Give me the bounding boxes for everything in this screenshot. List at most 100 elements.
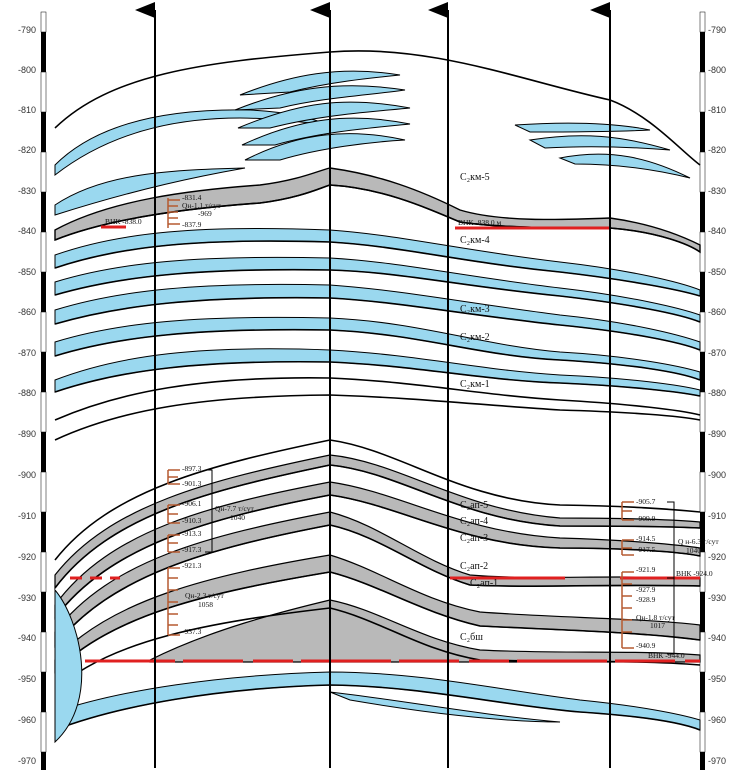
- w1-depth: -937.3: [182, 627, 202, 636]
- stratum-boundary: [54, 464, 701, 589]
- stratum-boundary: [54, 296, 701, 351]
- depth-tick: -930: [18, 593, 36, 603]
- water-lens: [54, 588, 83, 744]
- w1-depth: -921.3: [182, 561, 202, 570]
- depth-tick: -950: [18, 674, 36, 684]
- stratum-boundary: [54, 328, 701, 381]
- oil-layer: [54, 481, 701, 620]
- water-lens: [558, 153, 691, 179]
- depth-tick: -820: [18, 145, 36, 155]
- water-lens: [244, 133, 406, 161]
- label-c2km3: C₂км-3: [460, 304, 490, 315]
- depth-tick: -950: [708, 674, 726, 684]
- depth-tick: -870: [18, 348, 36, 358]
- stratum-boundary: [54, 571, 701, 673]
- depth-tick: -810: [18, 105, 36, 115]
- water-lens: [514, 122, 651, 133]
- label-c2ap4: C₂ап-4: [460, 516, 488, 527]
- perforation-w4-mid: [621, 501, 634, 521]
- water-lens: [329, 691, 561, 723]
- w1-rate: Qн-2.3 т/сут: [185, 591, 225, 600]
- depth-tick: -960: [708, 715, 726, 725]
- well-annotations: -831.4 Qн-1.1 т/сут -969 -837.9 -897.3 -…: [182, 193, 719, 650]
- w4-val: 1017: [650, 621, 665, 630]
- depth-tick: -790: [708, 25, 726, 35]
- w1-rate: Qн-7.7 т/сут: [215, 504, 255, 513]
- depth-tick: -890: [708, 429, 726, 439]
- label-c2km2: C₂км-2: [460, 332, 490, 343]
- left-depth-scale: [40, 11, 47, 770]
- stratum-boundary: [54, 50, 701, 166]
- depth-tick: -850: [708, 267, 726, 277]
- w1-depth: -837.9: [182, 220, 202, 229]
- w4-depth: -909.9: [636, 514, 656, 523]
- depth-tick: -820: [708, 145, 726, 155]
- w4-depth: -940.9: [636, 641, 656, 650]
- stratum-boundary: [54, 494, 701, 619]
- oil-layer: [149, 599, 701, 663]
- stratum-boundary: [54, 240, 701, 297]
- label-c2ap3: C₂ап-3: [460, 533, 488, 544]
- w1-depth: -913.3: [182, 529, 202, 538]
- depth-tick: -920: [18, 552, 36, 562]
- w4-rate: Qн-1.8 т/сут: [636, 613, 676, 622]
- right-depth-scale: [699, 11, 706, 770]
- depth-tick: -900: [708, 470, 726, 480]
- w4-depth: -921.9: [636, 565, 656, 574]
- w1-val: 1040: [230, 513, 245, 522]
- depth-tick: -960: [18, 715, 36, 725]
- perforation-w1-mid2: [167, 504, 180, 524]
- depth-tick: -800: [708, 65, 726, 75]
- vnk-label-right: ВНК -924.0: [676, 569, 713, 578]
- right-depth-ticks: -790 -800 -810 -820 -830 -840 -850 -860 …: [708, 25, 726, 766]
- w4-val: 1040: [686, 546, 701, 555]
- left-depth-ticks: -790 -800 -810 -820 -830 -840 -850 -860 …: [18, 25, 36, 766]
- water-lens: [237, 101, 411, 129]
- stratum-boundary: [54, 360, 701, 397]
- depth-tick: -900: [18, 470, 36, 480]
- depth-tick: -970: [708, 756, 726, 766]
- depth-tick: -940: [18, 633, 36, 643]
- w4-depth: -927.9: [636, 585, 656, 594]
- label-c2ap1: C₂ап-1: [470, 578, 498, 589]
- depth-tick: -920: [708, 552, 726, 562]
- vnk-label-left: ВНК -838.0: [105, 217, 142, 226]
- contact-lines: [70, 225, 700, 663]
- w1-val: 1058: [198, 600, 213, 609]
- perforation-w1-mid1: [167, 469, 180, 485]
- water-lens: [54, 167, 246, 216]
- stratum-boundary: [54, 268, 701, 323]
- depth-tick: -870: [708, 348, 726, 358]
- w4-depth: -928.9: [636, 595, 656, 604]
- depth-tick: -910: [708, 511, 726, 521]
- label-c2ap5: C₂ап-5: [460, 500, 488, 511]
- label-c2km5: C₂км-5: [460, 172, 490, 183]
- depth-tick: -910: [18, 511, 36, 521]
- perforation-w4-mid2: [621, 539, 634, 556]
- depth-tick: -830: [18, 186, 36, 196]
- w1-depth: -901.3: [182, 479, 202, 488]
- depth-tick: -880: [18, 388, 36, 398]
- depth-tick: -810: [708, 105, 726, 115]
- brackets: [205, 469, 675, 655]
- w1-depth: -906.1: [182, 499, 202, 508]
- depth-tick: -800: [18, 65, 36, 75]
- perforation-w1-low: [167, 567, 180, 636]
- label-c2km1: C₂км-1: [460, 379, 490, 390]
- w4-depth: -905.7: [636, 497, 656, 506]
- w4-depth: -917.5: [636, 545, 656, 554]
- stratum-boundary: [54, 394, 701, 441]
- stratum-boundary: [54, 524, 701, 647]
- w1-depth: -897.3: [182, 464, 202, 473]
- perforation-w1-top: [167, 198, 180, 228]
- w1-rate: Qн-1.1 т/сут: [182, 201, 222, 210]
- stratum-boundary: [54, 684, 701, 731]
- stratum-boundary: [54, 377, 701, 421]
- depth-tick: -930: [708, 593, 726, 603]
- upper-strata: [54, 50, 701, 441]
- depth-tick: -860: [18, 307, 36, 317]
- perforations: [167, 198, 634, 649]
- depth-tick: -840: [708, 226, 726, 236]
- depth-tick: -970: [18, 756, 36, 766]
